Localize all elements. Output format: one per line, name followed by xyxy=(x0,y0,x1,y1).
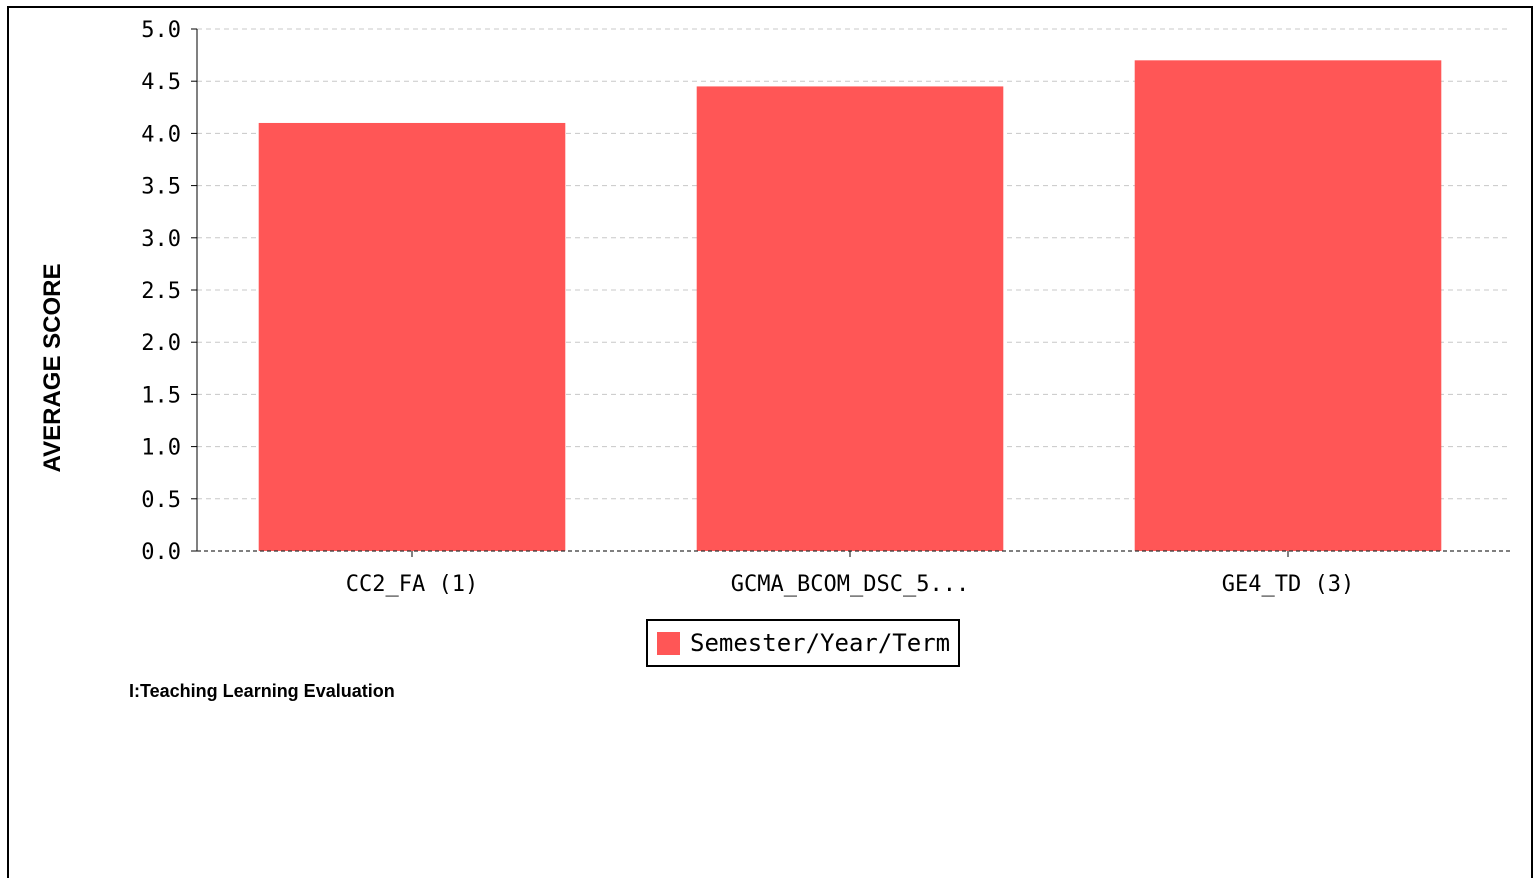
y-tick-label: 1.5 xyxy=(141,383,181,408)
y-tick-label: 3.5 xyxy=(141,175,181,200)
y-tick-label: 1.0 xyxy=(141,436,181,461)
x-tick-label: GCMA_BCOM_DSC_5... xyxy=(731,572,969,597)
chart-caption: I:Teaching Learning Evaluation xyxy=(129,681,395,701)
y-axis-label: AVERAGE SCORE xyxy=(39,264,66,473)
chart-frame xyxy=(7,6,1533,878)
bar xyxy=(1134,60,1442,551)
y-tick-label: 2.0 xyxy=(141,331,181,356)
bar xyxy=(696,86,1004,552)
y-tick-label: 5.0 xyxy=(141,18,181,43)
y-tick-label: 0.0 xyxy=(141,540,181,565)
legend-label: Semester/Year/Term xyxy=(690,629,951,657)
y-tick-label: 3.0 xyxy=(141,227,181,252)
bar xyxy=(258,122,566,552)
x-tick-label: CC2_FA (1) xyxy=(346,572,478,597)
y-tick-label: 0.5 xyxy=(141,488,181,513)
y-tick-label: 4.5 xyxy=(141,70,181,95)
x-tick-label: GE4_TD (3) xyxy=(1222,572,1354,597)
legend-swatch xyxy=(657,631,680,655)
y-tick-label: 4.0 xyxy=(141,122,181,147)
legend: Semester/Year/Term xyxy=(646,619,961,667)
y-tick-label: 2.5 xyxy=(141,279,181,304)
